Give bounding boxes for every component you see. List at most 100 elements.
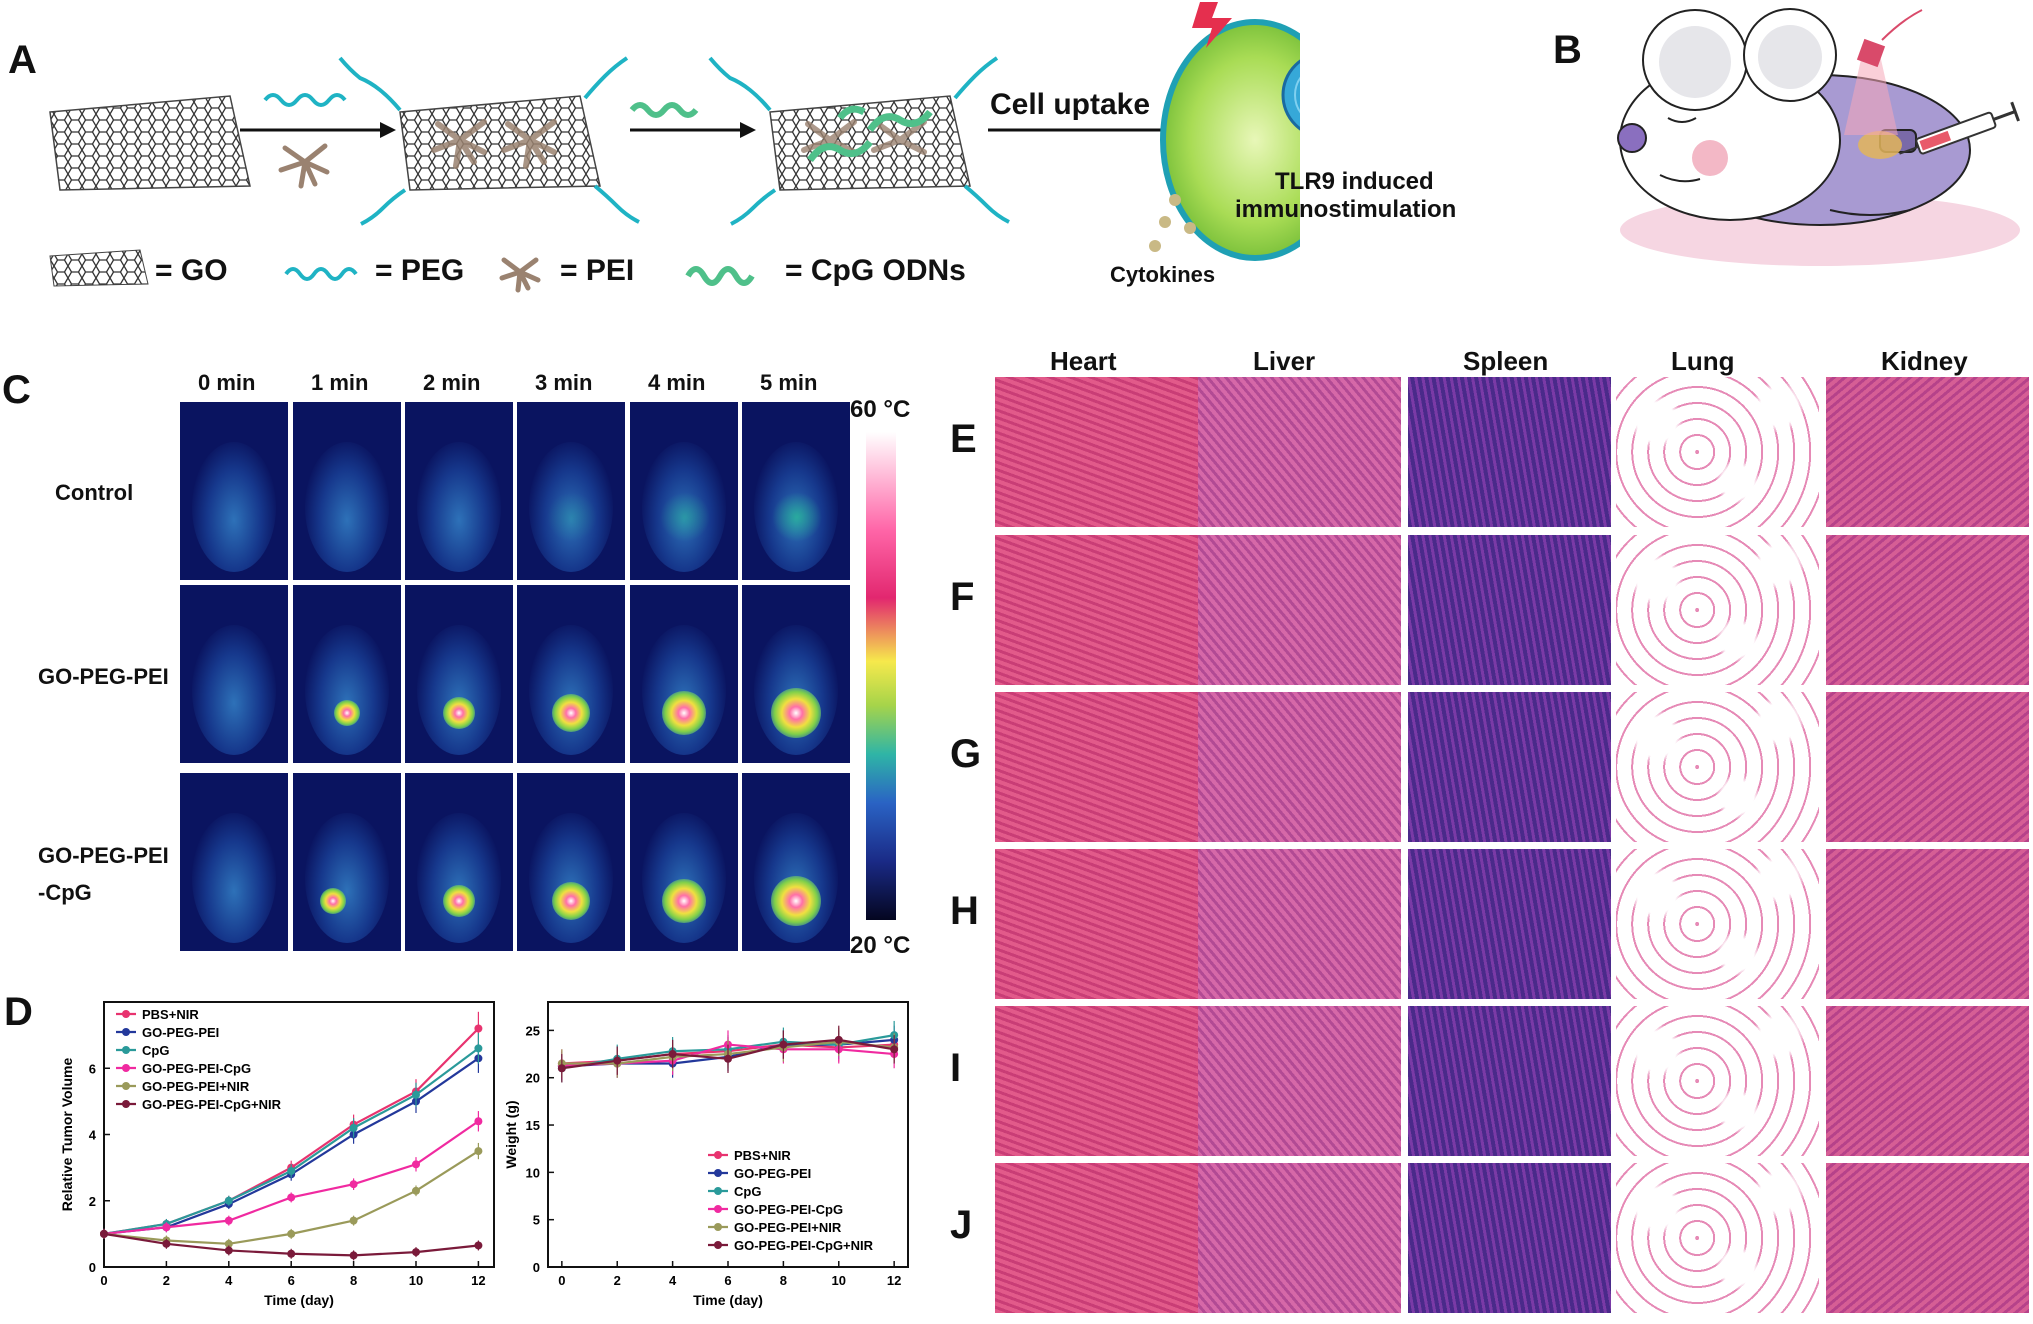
mouse-thermal-body: [529, 813, 613, 943]
data-point: [557, 1064, 566, 1073]
schematic-legend-icons: [49, 249, 755, 293]
data-point: [474, 1024, 483, 1033]
mild-heat-glow: [547, 492, 597, 542]
legend-label: GO-PEG-PEI+NIR: [142, 1079, 250, 1094]
data-point: [224, 1246, 233, 1255]
panel-label-d: D: [4, 990, 33, 1034]
time-label-3: 3 min: [535, 370, 593, 395]
y-tick-label: 15: [526, 1118, 540, 1133]
time-label-4: 4 min: [648, 370, 706, 395]
legend-marker: [714, 1241, 722, 1249]
go-sheet: [49, 95, 251, 191]
tlr9-label-2: immunostimulation: [1235, 196, 1457, 223]
thermal-image-r0-c2: [405, 402, 513, 580]
data-point: [349, 1216, 358, 1225]
row-label-go-peg-pei: GO-PEG-PEI: [38, 664, 169, 689]
tumor-volume-chart: 0 2 4 6 8 10 12 0 2 4 6 Time (day) Relative Tumor Vo…: [59, 1001, 495, 1308]
y-tick-label: 6: [89, 1061, 96, 1076]
thermal-image-r2-c1: [293, 773, 401, 951]
y-tick-label: 25: [526, 1023, 540, 1038]
data-point: [474, 1147, 483, 1156]
histology-kidney-f: [1826, 535, 2029, 685]
mouse-thermal-body: [305, 813, 389, 943]
data-point: [224, 1216, 233, 1225]
x-tick-label: 0: [558, 1273, 565, 1288]
x-tick-label: 2: [614, 1273, 621, 1288]
data-point: [474, 1044, 483, 1053]
organ-header-heart: Heart: [1050, 346, 1117, 376]
histology-heart-h: [995, 849, 1198, 999]
colorbar-max-label: 60 °C: [850, 396, 911, 423]
histology-heart-e: [995, 377, 1198, 527]
mouse-thermal-body: [192, 813, 276, 943]
panel-label-i: I: [950, 1046, 962, 1090]
legend-marker: [714, 1187, 722, 1195]
data-point: [724, 1054, 732, 1063]
body-weight-chart: 0 2 4 6 8 10 12 0 5 10 15 20 25 Time (day) Weight (g) P…: [503, 1001, 909, 1308]
mouse-thermal-body: [305, 442, 389, 572]
x-tick-label: 12: [887, 1273, 901, 1288]
data-point: [224, 1239, 233, 1248]
mild-heat-glow: [660, 492, 710, 542]
data-point: [287, 1249, 296, 1258]
data-point: [349, 1123, 358, 1132]
legend-marker: [122, 1082, 130, 1090]
legend-label: PBS+NIR: [734, 1148, 791, 1163]
thermal-image-r2-c0: [180, 773, 288, 951]
mild-heat-glow: [772, 492, 822, 542]
x-tick-label: 12: [471, 1273, 485, 1288]
syringe-icon: [1899, 101, 2020, 155]
x-tick-label: 6: [724, 1273, 731, 1288]
panel-label-e: E: [950, 417, 977, 461]
mouse-thermal-body: [529, 442, 613, 572]
thermal-image-r0-c3: [517, 402, 625, 580]
pei-branch: [278, 143, 330, 189]
colorbar-min-label: 20 °C: [850, 932, 911, 959]
thermal-image-r0-c4: [630, 402, 738, 580]
histology-kidney-g: [1826, 692, 2029, 842]
thermal-image-r0-c5: [742, 402, 850, 580]
mouse-thermal-body: [417, 442, 501, 572]
x-axis-label: Time (day): [693, 1292, 763, 1308]
mouse-thermal-body: [417, 813, 501, 943]
histology-liver-h: [1198, 849, 1401, 999]
time-label-0: 0 min: [198, 370, 256, 395]
data-point: [412, 1248, 420, 1257]
y-axis-label: Weight (g): [503, 1100, 519, 1168]
data-point: [224, 1196, 233, 1205]
legend-marker: [714, 1169, 722, 1177]
organ-header-spleen: Spleen: [1463, 346, 1549, 376]
legend-label: CpG: [734, 1184, 761, 1199]
histology-spleen-e: [1408, 377, 1611, 527]
mouse-thermal-body: [642, 625, 726, 755]
data-point: [890, 1045, 899, 1054]
cytokines-label: Cytokines: [1110, 262, 1216, 287]
tumor-hotspot: [662, 879, 706, 923]
go-peg-pei-cpg-schematic: [49, 2, 1300, 261]
data-point: [100, 1229, 108, 1238]
y-axis-label: Relative Tumor Volume: [59, 1058, 75, 1212]
legend-pei: = PEI: [560, 254, 635, 287]
tumor-hotspot: [771, 876, 821, 926]
histology-liver-i: [1198, 1006, 1401, 1156]
histology-kidney-j: [1826, 1163, 2029, 1313]
organ-header-liver: Liver: [1253, 346, 1316, 376]
thermal-image-r1-c0: [180, 585, 288, 763]
legend-marker: [122, 1064, 130, 1072]
tumor-hotspot: [334, 700, 360, 726]
thermal-image-r1-c2: [405, 585, 513, 763]
y-tick-label: 2: [89, 1194, 96, 1209]
tlr9-label-1: TLR9 induced: [1275, 168, 1434, 195]
panel-label-f: F: [950, 575, 975, 619]
y-tick-label: 10: [526, 1165, 540, 1180]
mouse-illustration: [1617, 8, 2020, 266]
laser-bolt: [1192, 2, 1232, 48]
histology-lung-j: [1616, 1163, 1819, 1313]
legend-marker: [714, 1205, 722, 1213]
thermal-image-r2-c4: [630, 773, 738, 951]
legend-label: GO-PEG-PEI-CpG+NIR: [142, 1097, 282, 1112]
tumor-hotspot: [443, 697, 475, 729]
x-tick-label: 10: [409, 1273, 423, 1288]
histology-liver-f: [1198, 535, 1401, 685]
panel-label-h: H: [950, 889, 979, 933]
